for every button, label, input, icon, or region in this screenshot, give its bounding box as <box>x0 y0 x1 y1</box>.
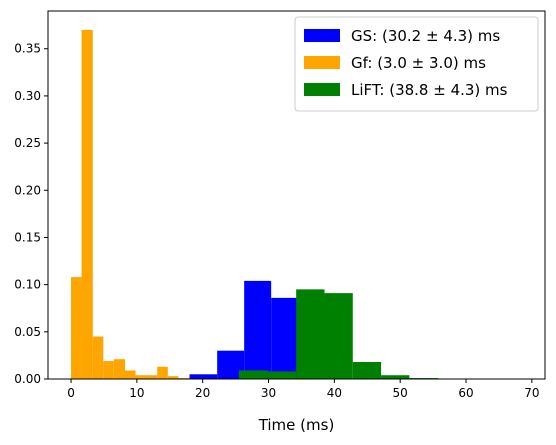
y-tick-label-2: 0.10 <box>14 278 41 292</box>
bar-series-1-bin-6 <box>135 375 147 379</box>
bar-series-2-bin-1 <box>267 371 297 379</box>
y-tick-label-3: 0.15 <box>14 230 41 244</box>
x-tick-label-3: 30 <box>261 386 276 400</box>
y-tick-label-7: 0.35 <box>14 42 41 56</box>
bar-series-1-bin-1 <box>81 29 93 380</box>
bar-series-1-bin-2 <box>92 336 104 379</box>
x-tick-label-7: 70 <box>524 386 539 400</box>
bar-series-1-bin-9 <box>167 376 179 379</box>
x-tick-label-6: 60 <box>458 386 473 400</box>
legend-label-1: Gf: (3.0 ± 3.0) ms <box>351 54 486 72</box>
y-axis: 0.00 0.05 0.10 0.15 0.20 0.25 0.30 0.35 <box>14 42 48 386</box>
legend-swatch-2 <box>304 83 340 96</box>
bar-series-1-bin-7 <box>146 375 158 379</box>
y-tick-label-6: 0.30 <box>14 89 41 103</box>
bar-series-2-bin-0 <box>238 370 268 379</box>
bar-series-1-bin-5 <box>125 370 136 379</box>
legend-label-0: GS: (30.2 ± 4.3) ms <box>351 27 500 45</box>
y-tick-label-0: 0.00 <box>14 372 41 386</box>
x-tick-label-2: 20 <box>195 386 210 400</box>
x-tick-label-5: 50 <box>393 386 408 400</box>
x-tick-label-4: 40 <box>327 386 342 400</box>
legend-label-2: LiFT: (38.8 ± 4.3) ms <box>351 81 508 99</box>
legend-box <box>294 16 539 112</box>
y-tick-label-5: 0.25 <box>14 136 41 150</box>
bar-series-0-bin-0 <box>189 374 218 379</box>
legend-swatch-1 <box>304 56 340 69</box>
histogram-bars <box>71 29 524 380</box>
x-axis: 0 10 20 30 40 50 60 70 <box>67 379 539 400</box>
x-tick-label-1: 10 <box>129 386 144 400</box>
bar-series-2-bin-5 <box>381 375 410 379</box>
bar-series-2-bin-2 <box>296 289 325 379</box>
bar-series-1-bin-4 <box>113 359 126 379</box>
x-axis-label: Time (ms) <box>258 416 335 434</box>
y-tick-label-4: 0.20 <box>14 183 41 197</box>
bar-series-0-bin-3 <box>271 297 299 379</box>
legend-swatch-0 <box>304 29 340 42</box>
bar-series-1-bin-3 <box>103 361 114 379</box>
x-tick-label-0: 0 <box>67 386 75 400</box>
bar-series-1-bin-8 <box>157 366 168 379</box>
bar-series-2-bin-3 <box>324 293 353 379</box>
bar-series-0-bin-2 <box>244 280 272 379</box>
y-tick-label-1: 0.05 <box>14 325 41 339</box>
plot-frame <box>47 10 546 380</box>
bar-series-2-bin-4 <box>352 362 382 379</box>
legend: GS: (30.2 ± 4.3) ms Gf: (3.0 ± 3.0) ms LiF… <box>294 16 539 112</box>
bar-series-1-bin-0 <box>71 277 82 379</box>
